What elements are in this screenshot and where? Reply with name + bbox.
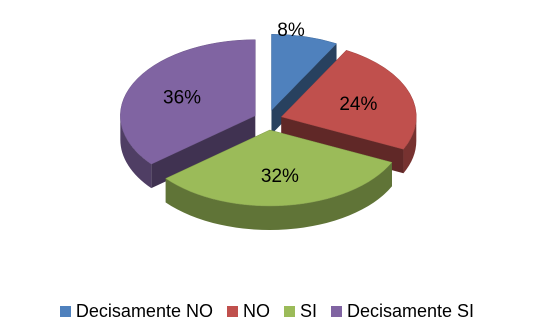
legend-swatch xyxy=(226,305,238,317)
legend-swatch xyxy=(331,305,342,317)
legend-item-decisamente-no: Decisamente NO xyxy=(59,300,213,322)
data-label: 32% xyxy=(261,166,299,187)
legend-item-si: SI xyxy=(283,300,317,322)
legend-swatch xyxy=(283,305,295,317)
data-label: 36% xyxy=(163,87,201,108)
legend: Decisamente NO NO SI Decisamente SI xyxy=(0,300,534,322)
slice-outer-wall xyxy=(165,162,392,231)
data-label: 8% xyxy=(277,20,305,41)
pie-slice-no xyxy=(280,50,417,150)
pie-slice-decisamente-si xyxy=(120,39,256,165)
pie-slice-decisamente-no xyxy=(271,33,337,111)
legend-item-decisamente-si: Decisamente SI xyxy=(331,301,474,322)
legend-item-no: NO xyxy=(226,300,270,322)
pie-slice-si xyxy=(165,129,393,207)
legend-label: NO xyxy=(242,300,270,321)
legend-label: Decisamente SI xyxy=(347,300,475,321)
slice-outer-wall xyxy=(120,115,152,189)
pie-chart: 8% 24% 32% 36% xyxy=(120,20,417,231)
legend-label: SI xyxy=(299,300,317,321)
legend-label: Decisamente NO xyxy=(75,300,213,321)
slice-outer-wall xyxy=(403,116,417,174)
data-label: 24% xyxy=(339,94,377,115)
slice-side-wall xyxy=(151,115,256,189)
legend-swatch xyxy=(59,305,71,317)
